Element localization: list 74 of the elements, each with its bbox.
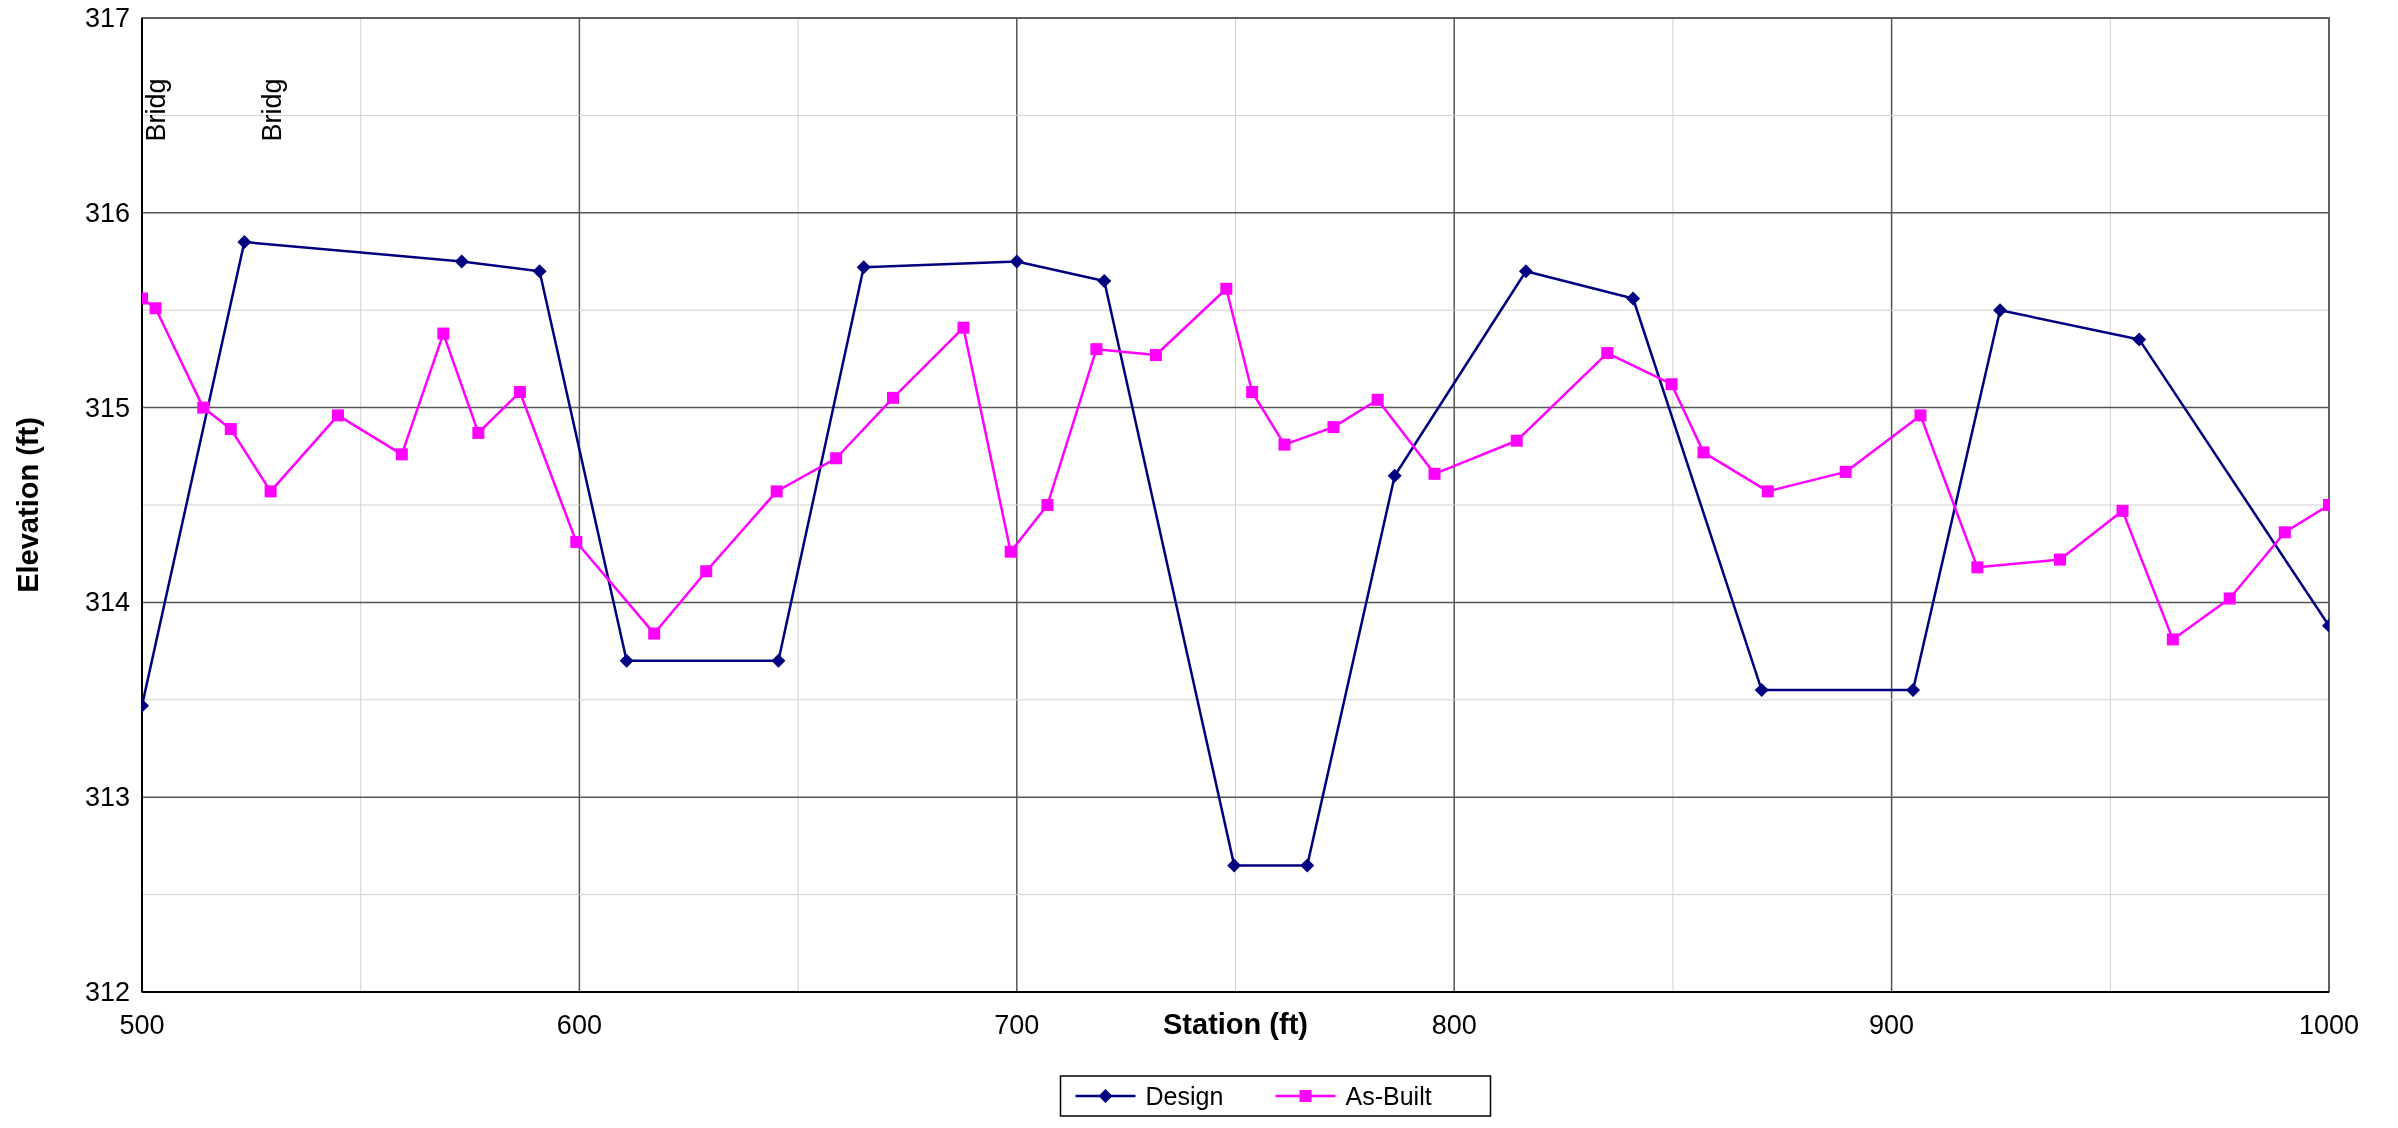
y-tick-label: 313: [84, 782, 130, 813]
point: [830, 452, 843, 465]
point: [1993, 303, 2008, 318]
point: [1041, 499, 1054, 511]
point: [1371, 393, 1384, 406]
point: [197, 401, 210, 414]
point: [700, 565, 713, 578]
point: [1665, 378, 1678, 391]
point: [224, 423, 237, 436]
y-tick-label: 317: [84, 3, 130, 33]
point: [1090, 343, 1103, 356]
point: [957, 321, 970, 334]
point: [1697, 446, 1710, 459]
point: [570, 536, 583, 549]
point: [770, 485, 783, 498]
point: [2132, 332, 2147, 347]
point: [149, 302, 162, 315]
annotation: Bridg: [141, 78, 171, 142]
point: [1971, 561, 1984, 574]
point: [2116, 504, 2129, 517]
point: [454, 254, 469, 269]
point: [1626, 291, 1641, 306]
point: [1009, 254, 1024, 269]
annotation: Bridg: [257, 78, 287, 142]
point: [2223, 592, 2236, 605]
point: [1387, 468, 1402, 483]
point: [1914, 409, 1927, 422]
point: [472, 426, 485, 439]
x-tick-label: 900: [1869, 1010, 1915, 1040]
x-tick-label: 500: [119, 1010, 165, 1040]
point: [532, 264, 547, 279]
point: [1428, 467, 1441, 480]
point: [2166, 633, 2179, 646]
point: [1278, 438, 1291, 451]
point: [2278, 526, 2291, 539]
point: [1510, 434, 1523, 447]
point: [1246, 386, 1259, 399]
y-tick-label: 315: [84, 392, 130, 423]
point: [1300, 858, 1315, 873]
point: [1601, 347, 1614, 360]
point: [2054, 553, 2066, 566]
point: [1149, 349, 1162, 361]
point: [619, 653, 634, 668]
point: [437, 327, 450, 340]
point: [1761, 485, 1774, 498]
x-tick-label: 800: [1431, 1010, 1477, 1040]
point: [771, 653, 786, 668]
y-tick-label: 314: [84, 587, 130, 618]
point: [237, 235, 252, 250]
legend-label: As-Built: [1345, 1082, 1432, 1110]
point: [1327, 421, 1340, 434]
point: [1906, 683, 1921, 698]
point: [1518, 264, 1533, 279]
x-tick-label: 1000: [2298, 1010, 2360, 1040]
x-axis-title: Station (ft): [1163, 1008, 1308, 1040]
point: [1004, 545, 1017, 558]
y-tick-label: 312: [84, 977, 130, 1007]
x-tick-label: 600: [556, 1010, 602, 1040]
point: [1097, 273, 1112, 288]
point: [1839, 465, 1852, 478]
point: [395, 448, 408, 461]
point: [648, 627, 661, 640]
x-tick-label: 700: [994, 1010, 1040, 1040]
point: [331, 409, 344, 422]
point: [513, 386, 526, 399]
y-axis-title: Elevation (ft): [12, 417, 44, 593]
point: [856, 260, 871, 275]
point: [887, 391, 900, 404]
y-tick-label: 316: [84, 197, 130, 228]
point: [1227, 858, 1242, 873]
point: [1754, 683, 1769, 698]
point: [1220, 282, 1233, 295]
legend-label: Design: [1145, 1082, 1224, 1110]
point: [264, 485, 277, 498]
